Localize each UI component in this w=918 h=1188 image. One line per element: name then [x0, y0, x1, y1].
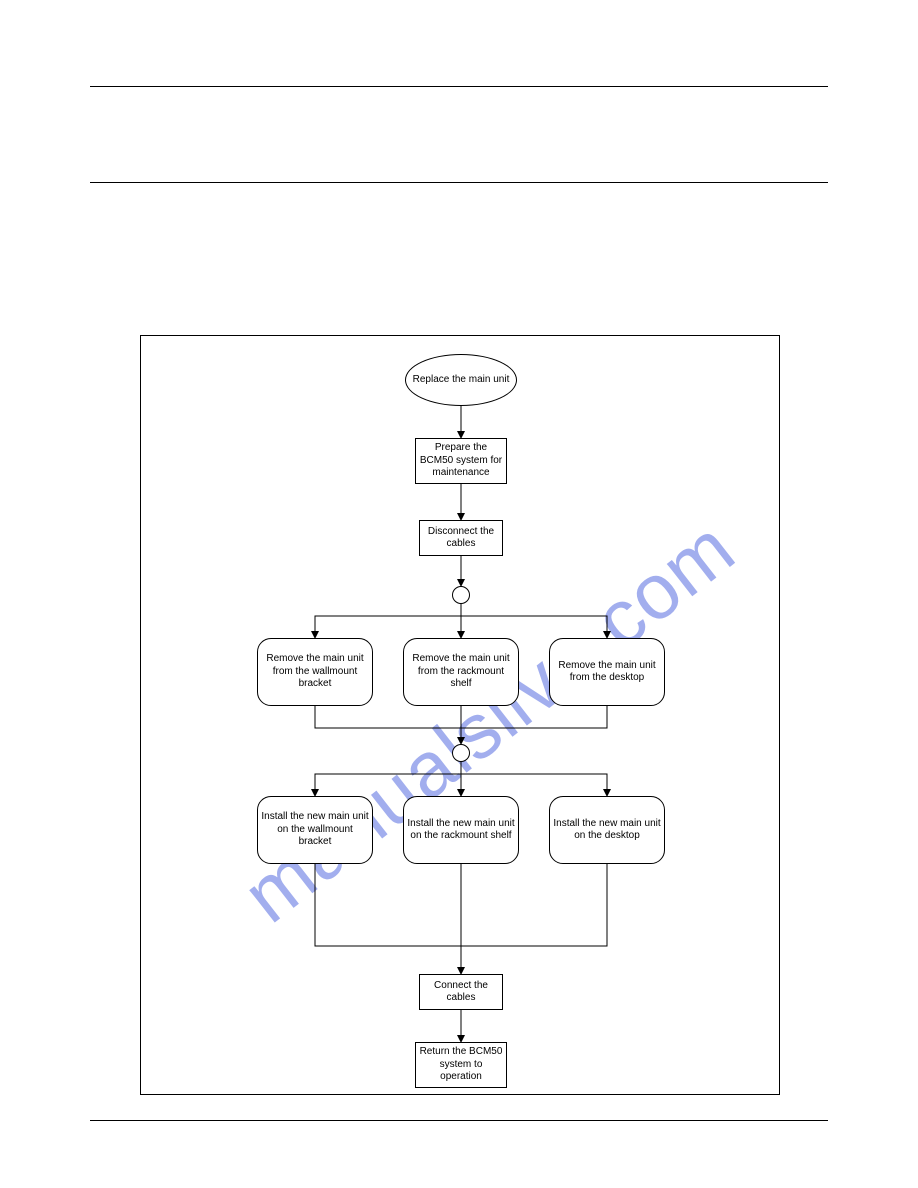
flow-node-ret: Return the BCM50 system to operation	[415, 1042, 507, 1088]
page: manualslive.com Replace the main unitPre…	[0, 0, 918, 1188]
flow-node-r3: Remove the main unit from the desktop	[549, 638, 665, 706]
flowchart-nodes: Replace the main unit Prepare the BCM50 s…	[141, 336, 779, 1094]
flow-node-label: Connect the cables	[423, 980, 499, 1005]
flow-node-label: Replace the main unit	[413, 374, 510, 387]
rule-top-1	[90, 86, 828, 87]
flow-node-label: Install the new main unit on the wallmou…	[261, 811, 369, 849]
flow-node-label: Prepare the BCM50 system for maintenance	[419, 442, 503, 480]
figure-frame: manualslive.com Replace the main unitPre…	[140, 335, 780, 1095]
flow-node-conn: Connect the cables	[419, 974, 503, 1010]
flow-node-label: Remove the main unit from the rackmount …	[407, 653, 515, 691]
flow-node-j1	[452, 586, 470, 604]
flow-node-r1: Remove the main unit from the wallmount …	[257, 638, 373, 706]
flow-node-label: Install the new main unit on the rackmou…	[407, 818, 515, 843]
flow-node-i1: Install the new main unit on the wallmou…	[257, 796, 373, 864]
flow-node-prepare: Prepare the BCM50 system for maintenance	[415, 438, 507, 484]
flow-node-j2	[452, 744, 470, 762]
flow-node-label: Remove the main unit from the desktop	[553, 660, 661, 685]
flow-node-i3: Install the new main unit on the desktop	[549, 796, 665, 864]
flow-node-label: Disconnect the cables	[423, 526, 499, 551]
rule-top-2	[90, 182, 828, 183]
flow-node-label: Return the BCM50 system to operation	[419, 1046, 503, 1084]
rule-bottom	[90, 1120, 828, 1121]
flow-node-r2: Remove the main unit from the rackmount …	[403, 638, 519, 706]
flow-node-i2: Install the new main unit on the rackmou…	[403, 796, 519, 864]
flow-node-start: Replace the main unit	[405, 354, 517, 406]
flow-node-disc: Disconnect the cables	[419, 520, 503, 556]
flow-node-label: Install the new main unit on the desktop	[553, 818, 661, 843]
flow-node-label: Remove the main unit from the wallmount …	[261, 653, 369, 691]
